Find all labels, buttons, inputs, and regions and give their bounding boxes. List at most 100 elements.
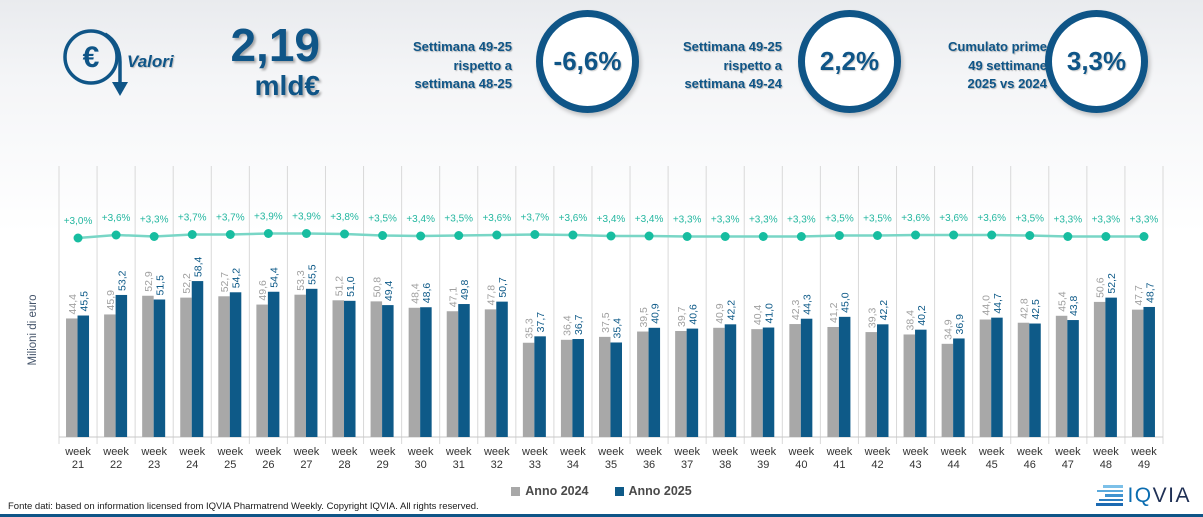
- svg-text:47,7: 47,7: [1133, 285, 1145, 306]
- svg-text:28: 28: [338, 459, 350, 471]
- svg-text:53,2: 53,2: [116, 270, 128, 291]
- svg-text:50,7: 50,7: [497, 277, 509, 298]
- svg-text:42,5: 42,5: [1030, 299, 1042, 320]
- svg-text:42,8: 42,8: [1019, 298, 1031, 319]
- svg-text:+3,6%: +3,6%: [559, 213, 588, 224]
- svg-text:29: 29: [376, 459, 388, 471]
- svg-text:51,5: 51,5: [154, 275, 166, 296]
- svg-text:49,6: 49,6: [257, 280, 269, 301]
- svg-text:week: week: [711, 446, 738, 458]
- svg-text:45,0: 45,0: [840, 292, 852, 313]
- svg-text:33: 33: [529, 459, 541, 471]
- euro-value-down-icon: €: [63, 29, 128, 96]
- svg-text:37,5: 37,5: [600, 312, 612, 333]
- iqvia-logo: IQVIA: [1096, 485, 1191, 506]
- svg-text:week: week: [369, 446, 396, 458]
- svg-text:30: 30: [415, 459, 427, 471]
- svg-text:48,6: 48,6: [421, 283, 433, 304]
- week-axis-labels: week21week22week23week24week25week26week…: [64, 446, 1157, 471]
- svg-text:48: 48: [1100, 459, 1112, 471]
- svg-text:+3,3%: +3,3%: [787, 215, 816, 226]
- svg-text:26: 26: [262, 459, 274, 471]
- svg-text:36: 36: [643, 459, 655, 471]
- svg-text:36,4: 36,4: [562, 315, 574, 336]
- svg-text:+3,9%: +3,9%: [292, 212, 321, 223]
- svg-text:43,8: 43,8: [1068, 295, 1080, 316]
- svg-text:44,0: 44,0: [980, 295, 992, 316]
- legend-swatch-2024: [511, 486, 521, 496]
- svg-text:week: week: [940, 446, 967, 458]
- svg-text:47,8: 47,8: [486, 285, 498, 306]
- svg-text:23: 23: [148, 459, 160, 471]
- kpi-week-vs-prev-year-label: Settimana 49-25 rispetto a settimana 49-…: [683, 39, 782, 91]
- svg-text:42,2: 42,2: [726, 300, 738, 321]
- svg-text:40: 40: [795, 459, 807, 471]
- svg-text:week: week: [445, 446, 472, 458]
- svg-text:42,2: 42,2: [878, 300, 890, 321]
- svg-text:58,4: 58,4: [193, 256, 205, 277]
- svg-text:41: 41: [833, 459, 845, 471]
- y-axis-label: Milioni di euro: [27, 295, 39, 366]
- svg-text:27: 27: [300, 459, 312, 471]
- svg-text:24: 24: [186, 459, 198, 471]
- svg-text:32: 32: [491, 459, 503, 471]
- bar-value-labels: 44,4 45,5 45,953,2 52,9 51,5 52,258,452,7 54,2…: [67, 256, 1156, 339]
- weekly-bar-chart: 44,4 45,5 45,953,2 52,9 51,5 52,258,452,7 54,2…: [27, 166, 1164, 471]
- kpi-cumulative-value: 3,3%: [1045, 10, 1148, 113]
- svg-text:+3,4%: +3,4%: [635, 214, 664, 225]
- svg-text:+3,5%: +3,5%: [825, 214, 854, 225]
- svg-text:45: 45: [986, 459, 998, 471]
- svg-text:+3,6%: +3,6%: [901, 213, 930, 224]
- svg-text:week: week: [597, 446, 624, 458]
- svg-text:week: week: [331, 446, 358, 458]
- svg-text:44,4: 44,4: [67, 294, 79, 315]
- legend-swatch-2025: [614, 486, 624, 496]
- svg-text:47,1: 47,1: [448, 287, 460, 308]
- svg-text:+3,5%: +3,5%: [863, 214, 892, 225]
- legend-item-2024: Anno 2024: [511, 484, 589, 498]
- svg-text:50,6: 50,6: [1095, 277, 1107, 298]
- svg-text:21: 21: [72, 459, 84, 471]
- svg-text:40,2: 40,2: [916, 305, 928, 326]
- svg-text:week: week: [1092, 446, 1119, 458]
- svg-text:week: week: [864, 446, 891, 458]
- trend-line: [73, 229, 1149, 243]
- svg-text:week: week: [102, 446, 129, 458]
- svg-text:38,4: 38,4: [904, 310, 916, 331]
- bars: [66, 281, 1155, 437]
- svg-text:+3,8%: +3,8%: [330, 212, 359, 223]
- svg-text:week: week: [749, 446, 776, 458]
- trend-pct-labels: +3,0% +3,6% +3,3% +3,7% +3,7% +3,9% +3,9% +3,8%…: [64, 212, 1159, 228]
- svg-text:50,8: 50,8: [371, 277, 383, 298]
- svg-text:40,9: 40,9: [649, 303, 661, 324]
- svg-text:51,0: 51,0: [345, 276, 357, 297]
- svg-text:+3,9%: +3,9%: [254, 212, 283, 223]
- svg-text:35,3: 35,3: [524, 318, 536, 339]
- svg-text:week: week: [978, 446, 1005, 458]
- svg-text:44,7: 44,7: [992, 293, 1004, 314]
- svg-text:41,2: 41,2: [828, 302, 840, 323]
- svg-text:38: 38: [719, 459, 731, 471]
- svg-text:34: 34: [567, 459, 579, 471]
- svg-text:45,5: 45,5: [78, 291, 90, 312]
- svg-text:week: week: [673, 446, 700, 458]
- svg-text:52,2: 52,2: [1106, 273, 1118, 294]
- svg-text:35,4: 35,4: [611, 318, 623, 339]
- svg-text:54,2: 54,2: [231, 268, 243, 289]
- svg-text:36,9: 36,9: [954, 314, 966, 335]
- svg-text:52,7: 52,7: [219, 272, 231, 293]
- svg-text:34,9: 34,9: [942, 319, 954, 340]
- svg-text:+3,6%: +3,6%: [102, 213, 131, 224]
- svg-text:+3,5%: +3,5%: [1015, 214, 1044, 225]
- svg-text:39,5: 39,5: [638, 307, 650, 328]
- svg-text:54,4: 54,4: [269, 267, 281, 288]
- svg-text:+3,5%: +3,5%: [444, 214, 473, 225]
- svg-text:48,4: 48,4: [409, 283, 421, 304]
- svg-text:47: 47: [1062, 459, 1074, 471]
- svg-text:52,9: 52,9: [143, 271, 155, 292]
- svg-text:48,7: 48,7: [1144, 282, 1156, 303]
- svg-text:39,3: 39,3: [866, 307, 878, 328]
- kpi-cumulative-label: Cumulato prime 49 settimane 2025 vs 2024: [948, 39, 1047, 91]
- svg-text:week: week: [216, 446, 243, 458]
